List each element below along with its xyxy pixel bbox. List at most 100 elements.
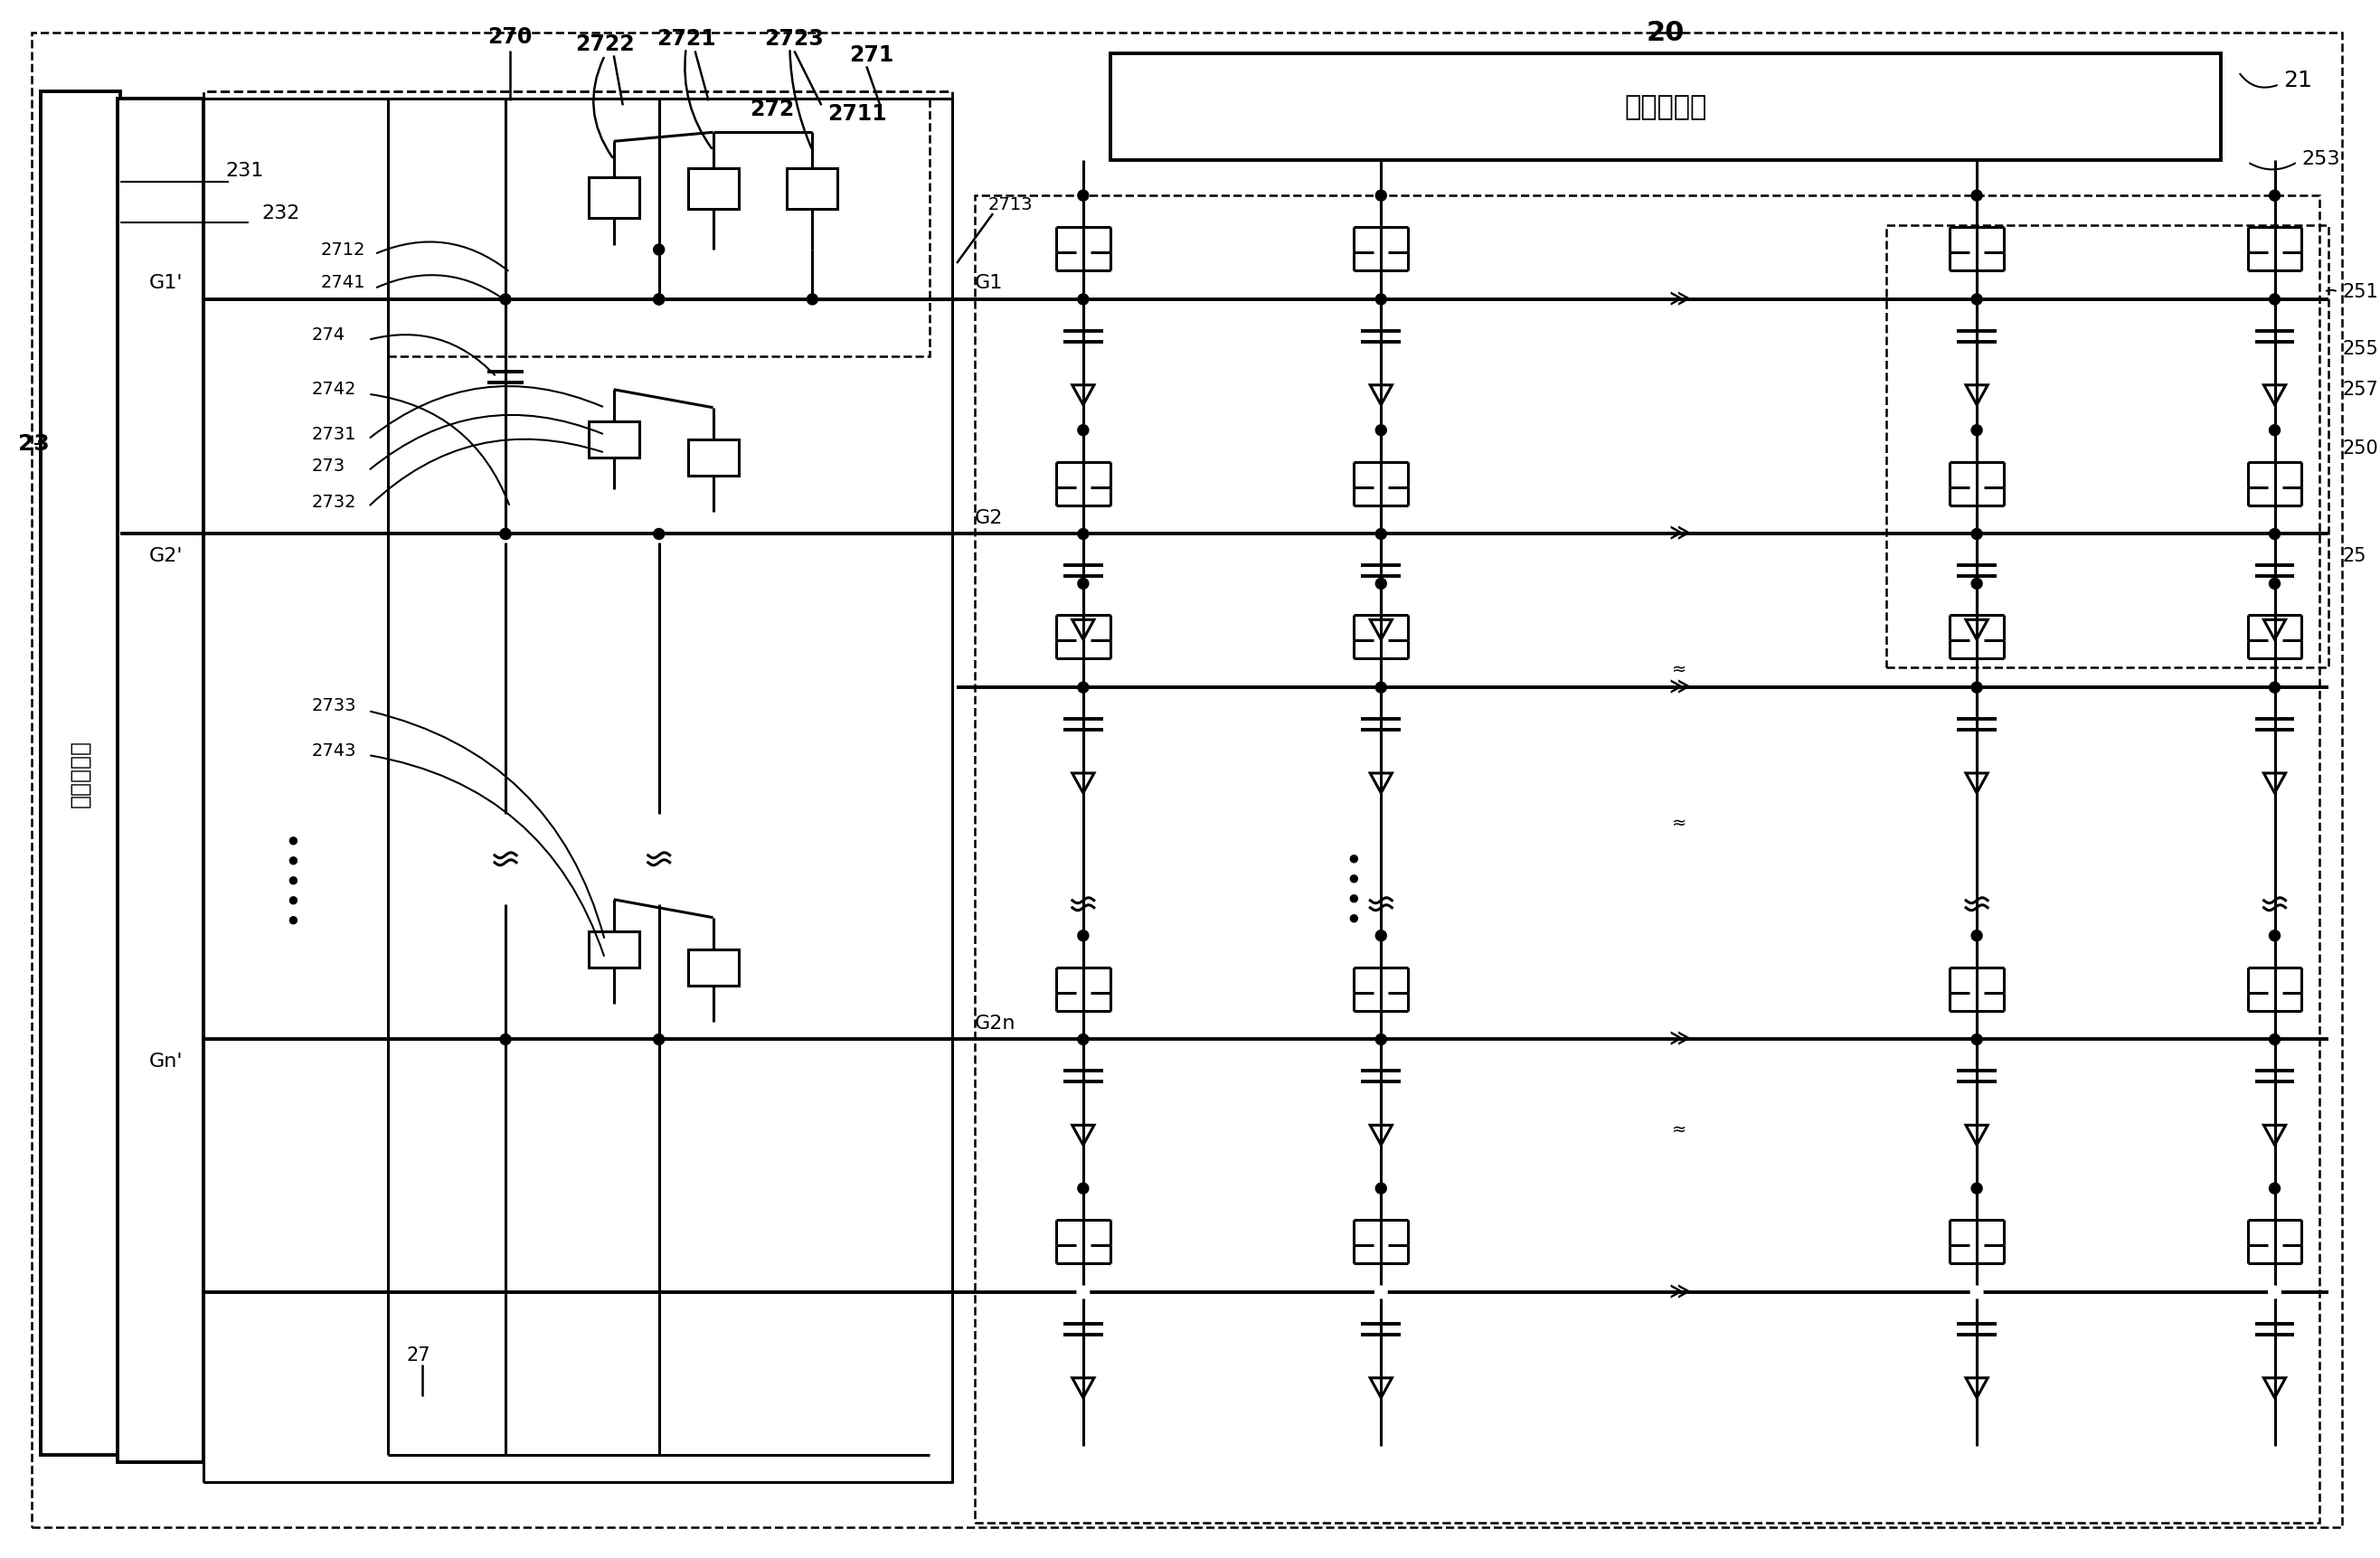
Text: ≈: ≈: [1671, 1122, 1687, 1139]
Text: 253: 253: [2301, 150, 2340, 168]
Circle shape: [1349, 876, 1357, 882]
Circle shape: [1971, 190, 1983, 201]
Circle shape: [290, 877, 298, 883]
Circle shape: [1078, 930, 1088, 941]
Circle shape: [1376, 1183, 1388, 1193]
Text: 273: 273: [312, 458, 345, 475]
Circle shape: [1078, 682, 1088, 693]
Circle shape: [1349, 894, 1357, 902]
Circle shape: [1376, 190, 1388, 201]
Circle shape: [1971, 425, 1983, 436]
Circle shape: [655, 294, 664, 305]
Circle shape: [1078, 1035, 1088, 1045]
Circle shape: [1971, 1035, 1983, 1045]
Text: ≫: ≫: [1668, 1030, 1690, 1049]
Text: 25: 25: [2342, 547, 2366, 566]
Bar: [688, 439, 738, 475]
Circle shape: [2268, 528, 2280, 539]
Circle shape: [1971, 930, 1983, 941]
Text: 2722: 2722: [576, 34, 635, 56]
Circle shape: [2268, 930, 2280, 941]
Circle shape: [655, 528, 664, 539]
Text: 272: 272: [750, 98, 795, 120]
Text: 2731: 2731: [312, 425, 357, 442]
Text: G2n: G2n: [976, 1014, 1016, 1033]
Circle shape: [655, 1035, 664, 1045]
Circle shape: [1376, 682, 1388, 693]
Text: 250: 250: [2342, 439, 2378, 456]
Circle shape: [1078, 528, 1088, 539]
Text: 2742: 2742: [312, 380, 357, 399]
Text: G1: G1: [976, 274, 1004, 291]
Circle shape: [1376, 294, 1388, 305]
Circle shape: [290, 916, 298, 924]
Text: G2: G2: [976, 508, 1004, 527]
Text: 270: 270: [488, 26, 533, 48]
Bar: [1887, 226, 2330, 667]
Bar: [588, 421, 640, 456]
Text: ≫: ≫: [1668, 290, 1690, 308]
Bar: [388, 98, 931, 357]
Circle shape: [1376, 528, 1388, 539]
Circle shape: [1376, 578, 1388, 589]
Text: 274: 274: [312, 327, 345, 344]
Text: 232: 232: [262, 204, 300, 223]
Text: 257: 257: [2342, 380, 2378, 399]
Circle shape: [2268, 425, 2280, 436]
Text: 27: 27: [407, 1346, 431, 1365]
Text: 2723: 2723: [764, 28, 823, 50]
Text: 2713: 2713: [988, 196, 1033, 213]
Circle shape: [1078, 190, 1088, 201]
Text: 255: 255: [2342, 340, 2378, 358]
Text: G2': G2': [150, 547, 183, 566]
Circle shape: [1078, 578, 1088, 589]
Circle shape: [1349, 915, 1357, 922]
Circle shape: [1078, 425, 1088, 436]
Circle shape: [500, 528, 512, 539]
Text: ≈: ≈: [1671, 815, 1687, 832]
Circle shape: [1376, 1035, 1388, 1045]
Bar: [40, 92, 119, 1455]
Text: 2721: 2721: [657, 28, 716, 50]
Text: 20: 20: [1647, 20, 1685, 47]
Circle shape: [655, 245, 664, 256]
Circle shape: [1376, 1287, 1388, 1298]
Circle shape: [2268, 1035, 2280, 1045]
Text: 2732: 2732: [312, 494, 357, 511]
Circle shape: [2268, 578, 2280, 589]
Bar: [788, 168, 838, 209]
Circle shape: [655, 294, 664, 305]
Circle shape: [1971, 294, 1983, 305]
Text: ≈: ≈: [1671, 661, 1687, 678]
Text: 栅极驱动器: 栅极驱动器: [69, 738, 90, 807]
Text: ≫: ≫: [1668, 678, 1690, 696]
Circle shape: [290, 897, 298, 904]
Circle shape: [1078, 1183, 1088, 1193]
Text: 2733: 2733: [312, 696, 357, 714]
Circle shape: [2268, 1183, 2280, 1193]
Text: 2712: 2712: [321, 241, 364, 259]
Circle shape: [500, 528, 512, 539]
Bar: [1109, 53, 2221, 160]
Text: 21: 21: [2285, 70, 2313, 92]
Circle shape: [500, 1035, 512, 1045]
Circle shape: [1078, 1287, 1088, 1298]
Text: 23: 23: [19, 433, 50, 455]
Text: G1': G1': [150, 274, 183, 291]
Circle shape: [290, 837, 298, 844]
Circle shape: [2268, 682, 2280, 693]
Circle shape: [500, 294, 512, 305]
Text: 251: 251: [2342, 284, 2378, 301]
Circle shape: [2268, 1287, 2280, 1298]
Circle shape: [807, 294, 819, 305]
Bar: [588, 178, 640, 218]
Bar: [976, 195, 2320, 1522]
Text: 2711: 2711: [828, 103, 888, 125]
Text: 231: 231: [226, 162, 264, 181]
Text: 271: 271: [850, 45, 892, 67]
Circle shape: [1078, 294, 1088, 305]
Circle shape: [1971, 578, 1983, 589]
Bar: [588, 932, 640, 968]
Circle shape: [1349, 855, 1357, 863]
Circle shape: [1376, 930, 1388, 941]
